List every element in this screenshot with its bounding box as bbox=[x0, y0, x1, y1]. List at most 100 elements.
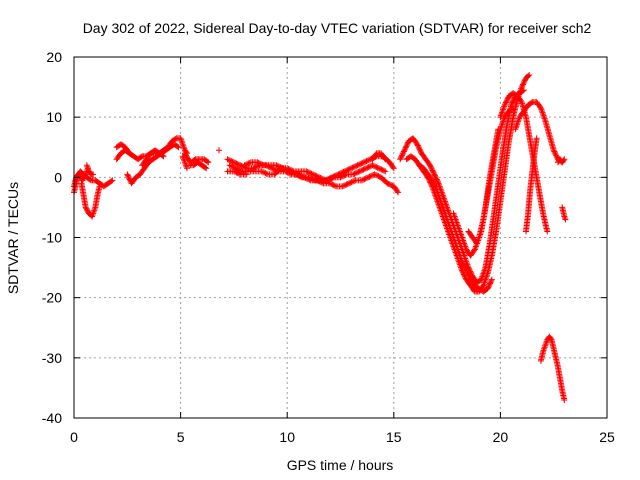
data-point bbox=[427, 163, 434, 170]
data-point bbox=[459, 258, 466, 265]
data-point bbox=[498, 121, 505, 128]
data-point bbox=[263, 170, 270, 177]
data-point bbox=[371, 171, 378, 178]
data-point bbox=[384, 180, 391, 187]
data-point bbox=[483, 273, 490, 280]
data-point bbox=[518, 84, 525, 91]
data-point bbox=[328, 180, 335, 187]
data-point bbox=[182, 162, 189, 169]
data-point bbox=[234, 170, 241, 177]
data-point bbox=[431, 181, 438, 188]
data-point bbox=[460, 237, 467, 244]
data-point bbox=[350, 164, 357, 171]
data-point bbox=[373, 164, 380, 171]
data-point bbox=[363, 174, 370, 181]
data-point bbox=[510, 105, 517, 112]
data-point bbox=[497, 114, 504, 121]
data-point bbox=[358, 177, 365, 184]
data-point bbox=[561, 214, 568, 221]
data-point bbox=[125, 173, 132, 180]
data-point bbox=[517, 97, 524, 104]
data-point bbox=[378, 166, 385, 173]
data-point bbox=[433, 176, 440, 183]
data-point bbox=[339, 183, 346, 190]
data-point bbox=[501, 102, 508, 109]
data-point bbox=[236, 170, 243, 177]
data-point bbox=[433, 175, 440, 182]
data-point bbox=[232, 168, 239, 175]
data-point bbox=[434, 177, 441, 184]
data-point bbox=[351, 170, 358, 177]
data-point bbox=[456, 226, 463, 233]
data-point bbox=[551, 149, 558, 156]
data-point bbox=[359, 159, 366, 166]
data-point bbox=[261, 169, 268, 176]
data-point bbox=[279, 165, 286, 172]
data-point bbox=[360, 176, 367, 183]
data-point bbox=[434, 179, 441, 186]
data-point bbox=[372, 163, 379, 170]
data-point bbox=[363, 165, 370, 172]
data-point bbox=[542, 342, 549, 349]
data-point bbox=[246, 159, 253, 166]
data-point bbox=[451, 213, 458, 220]
data-point bbox=[488, 277, 495, 284]
data-point bbox=[465, 271, 472, 278]
data-point bbox=[482, 276, 489, 283]
data-point bbox=[250, 165, 257, 172]
data-point bbox=[125, 149, 132, 156]
data-point bbox=[230, 168, 237, 175]
axes: 0 5 10 15 20 25 -40 -30 -20 -10 0 10 20 bbox=[42, 49, 615, 445]
y-tick-label: 20 bbox=[46, 49, 62, 65]
x-tick-label: 15 bbox=[386, 429, 402, 445]
data-point bbox=[541, 114, 548, 121]
data-point bbox=[502, 100, 509, 107]
data-point bbox=[397, 156, 404, 163]
data-point bbox=[160, 153, 167, 160]
data-point bbox=[460, 239, 467, 246]
data-point bbox=[432, 185, 439, 192]
data-point bbox=[108, 178, 115, 185]
data-point bbox=[470, 247, 477, 254]
data-point bbox=[281, 165, 288, 172]
data-point bbox=[354, 169, 361, 176]
data-point bbox=[460, 261, 467, 268]
data-point bbox=[304, 168, 311, 175]
data-point bbox=[238, 167, 245, 174]
data-point bbox=[327, 176, 334, 183]
x-tick-label: 10 bbox=[279, 429, 295, 445]
data-point bbox=[559, 159, 566, 166]
data-point bbox=[372, 171, 379, 178]
data-point bbox=[460, 262, 467, 269]
data-point bbox=[344, 180, 351, 187]
data-point bbox=[500, 118, 507, 125]
data-point bbox=[552, 151, 559, 158]
data-point bbox=[481, 278, 488, 285]
data-point bbox=[485, 284, 492, 291]
data-point bbox=[429, 177, 436, 184]
data-point bbox=[330, 182, 337, 189]
data-point bbox=[502, 99, 509, 106]
data-point bbox=[553, 153, 560, 160]
data-point bbox=[429, 178, 436, 185]
data-point bbox=[288, 169, 295, 176]
data-point bbox=[513, 123, 520, 130]
data-point bbox=[514, 118, 521, 125]
data-point bbox=[352, 170, 359, 177]
data-point bbox=[287, 168, 294, 175]
data-point bbox=[258, 168, 265, 175]
data-point bbox=[414, 141, 421, 148]
data-point bbox=[400, 148, 407, 155]
data-point bbox=[430, 168, 437, 175]
data-point bbox=[343, 181, 350, 188]
data-point bbox=[360, 159, 367, 166]
data-point bbox=[553, 152, 560, 159]
data-point bbox=[309, 176, 316, 183]
data-point bbox=[346, 180, 353, 187]
data-point bbox=[380, 167, 387, 174]
data-point bbox=[429, 167, 436, 174]
data-point bbox=[488, 276, 495, 283]
x-tick-label: 20 bbox=[493, 429, 509, 445]
y-tick-label: -30 bbox=[42, 350, 62, 366]
data-point bbox=[459, 234, 466, 241]
